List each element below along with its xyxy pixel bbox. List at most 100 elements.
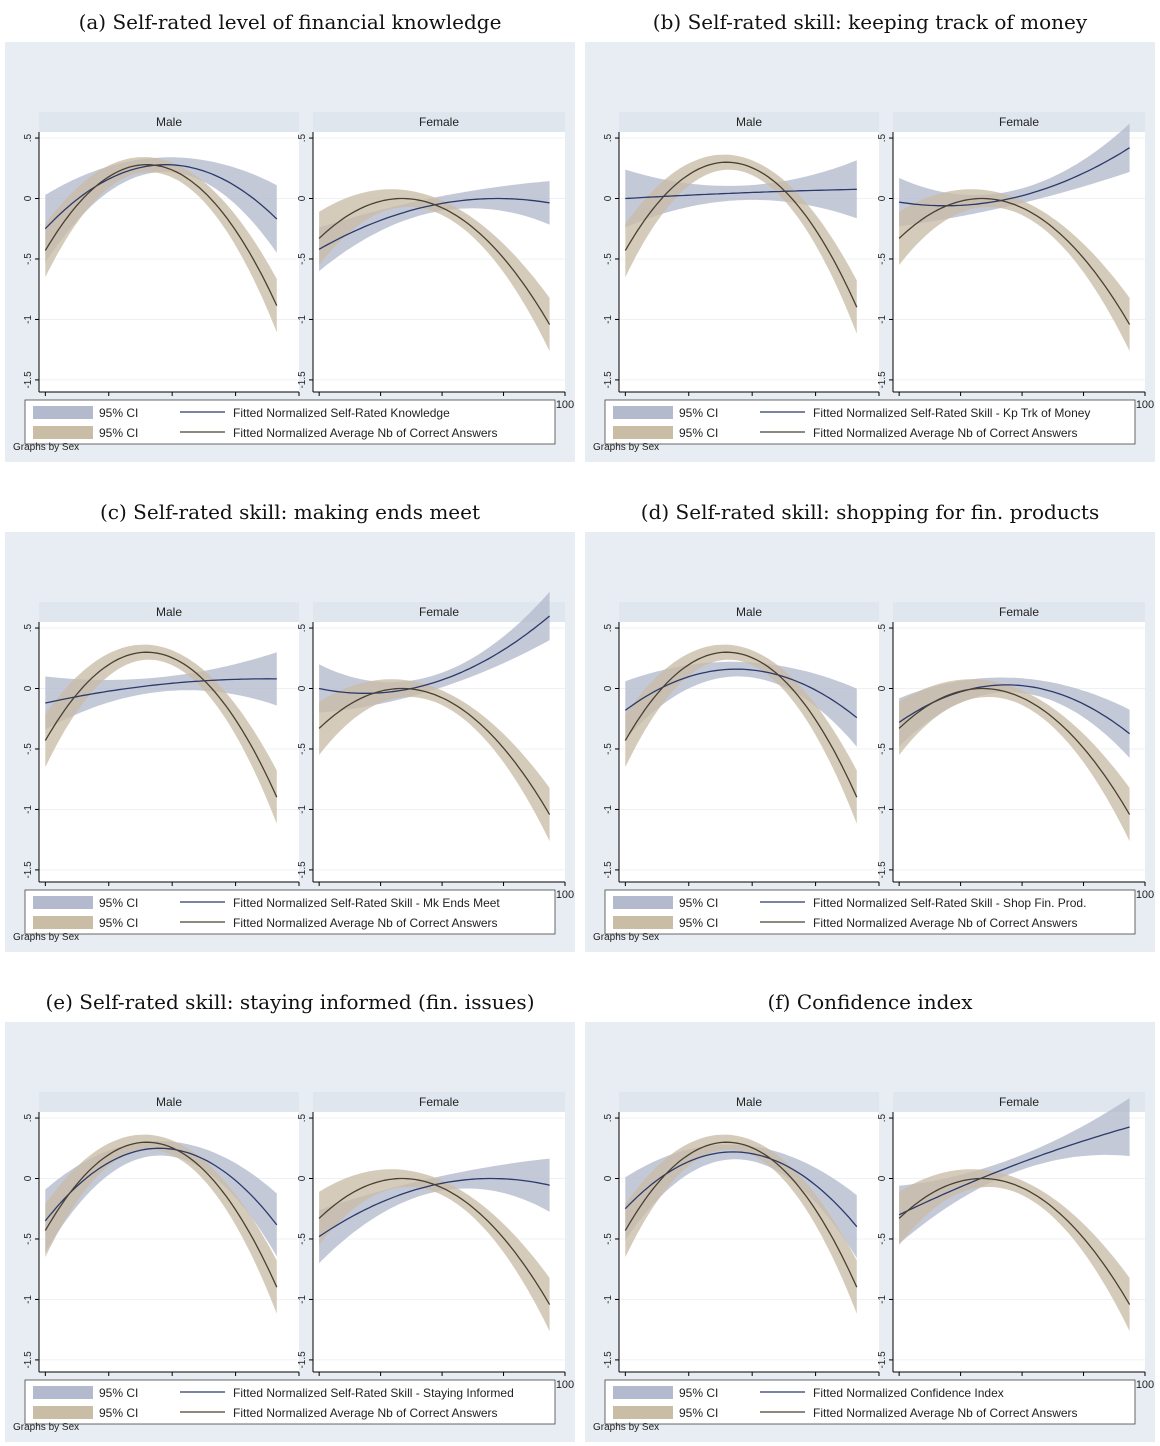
legend-series-label: Fitted Normalized Average Nb of Correct …: [233, 916, 498, 930]
panel-male: Male-1.5-1-.50.520406080100: [23, 1092, 308, 1391]
figure-caption: (d) Self-rated skill: shopping for fin. …: [640, 500, 1100, 524]
y-tick-label: -1: [603, 1295, 614, 1304]
y-tick-label: 0: [603, 685, 614, 691]
legend-ci-label: 95% CI: [99, 1406, 138, 1420]
y-tick-label: -1: [23, 805, 34, 814]
y-tick-label: -.5: [23, 253, 34, 265]
legend-swatch-ci: [613, 1406, 673, 1419]
ci-band-series-1: [625, 160, 857, 228]
fitted-line-series-1: [899, 147, 1130, 207]
legend-box: [24, 399, 556, 445]
y-tick-label: -1: [23, 315, 34, 324]
y-tick-label: -1.5: [23, 861, 34, 879]
legend-series-label: Fitted Normalized Self-Rated Skill - Sho…: [813, 896, 1086, 910]
y-tick-label: .5: [23, 1113, 34, 1122]
y-tick-label: .5: [603, 623, 614, 632]
figure-a: (a) Self-rated level of financial knowle…: [5, 10, 575, 462]
y-tick-label: -.5: [603, 743, 614, 755]
ci-band-series-2: [45, 1134, 277, 1314]
y-tick-label: -.5: [297, 743, 308, 755]
panel-title: Female: [419, 1095, 459, 1109]
x-tick-label: 100: [1136, 1379, 1154, 1391]
chart-svg: Male-1.5-1-.50.520406080100Female-1.5-1-…: [5, 42, 575, 462]
panel-strip: [619, 602, 879, 622]
y-tick-label: .5: [603, 133, 614, 142]
legend-series-label: Fitted Normalized Average Nb of Correct …: [233, 426, 498, 440]
legend-series-label: Fitted Normalized Average Nb of Correct …: [813, 1406, 1078, 1420]
legend-swatch-ci: [613, 406, 673, 419]
ci-band-series-2: [625, 1134, 857, 1314]
x-tick-label: 100: [556, 1379, 574, 1391]
y-tick-label: -1.5: [603, 1351, 614, 1369]
fitted-line-series-2: [624, 161, 858, 308]
legend-ci-label: 95% CI: [679, 1386, 718, 1400]
y-tick-label: 0: [877, 685, 888, 691]
panel-male: Male-1.5-1-.50.520406080100: [603, 1092, 888, 1391]
fitted-line-series-2: [44, 651, 278, 798]
legend-series-label: Fitted Normalized Self-Rated Skill - Sta…: [233, 1386, 514, 1400]
y-tick-label: -1: [603, 315, 614, 324]
ci-band-series-2: [319, 189, 550, 352]
y-tick-label: .5: [23, 623, 34, 632]
legend-swatch-ci: [33, 1406, 93, 1419]
y-tick-label: .5: [877, 1113, 888, 1122]
ci-band-series-1: [45, 652, 277, 730]
graphs-by-note: Graphs by Sex: [13, 442, 79, 453]
panel-strip: [893, 602, 1145, 622]
panel-male: Male-1.5-1-.50.520406080100: [603, 112, 888, 411]
panel-title: Male: [156, 605, 182, 619]
ci-band-series-2: [899, 679, 1130, 842]
figure-d: (d) Self-rated skill: shopping for fin. …: [585, 500, 1155, 952]
ci-band-series-2: [319, 1169, 550, 1332]
x-tick-label: 100: [1136, 889, 1154, 901]
x-tick-label: 100: [1136, 399, 1154, 411]
panel-female: Female-1.5-1-.50.520406080100: [297, 591, 574, 901]
fitted-line-series-2: [318, 197, 551, 325]
fitted-line-series-2: [318, 687, 551, 815]
legend-series-label: Fitted Normalized Self-Rated Skill - Kp …: [813, 406, 1090, 420]
panel-strip: [313, 602, 565, 622]
ci-band-series-2: [45, 644, 277, 824]
figure-b: (b) Self-rated skill: keeping track of m…: [585, 10, 1155, 462]
y-tick-label: .5: [877, 133, 888, 142]
legend-ci-label: 95% CI: [679, 406, 718, 420]
y-tick-label: -1.5: [877, 861, 888, 879]
plot-area: [893, 622, 1145, 882]
y-tick-label: -.5: [23, 743, 34, 755]
panel-strip: [619, 1092, 879, 1112]
plot-area: [313, 622, 565, 882]
panel-strip: [313, 112, 565, 132]
legend-swatch-ci: [613, 916, 673, 929]
y-tick-label: -.5: [297, 253, 308, 265]
y-tick-label: 0: [297, 195, 308, 201]
ci-band-series-1: [625, 661, 857, 747]
y-tick-label: -1.5: [603, 371, 614, 389]
legend-box: [24, 889, 556, 935]
legend-series-label: Fitted Normalized Confidence Index: [813, 1386, 1004, 1400]
y-tick-label: .5: [603, 1113, 614, 1122]
legend-ci-label: 95% CI: [679, 916, 718, 930]
y-tick-label: -.5: [877, 253, 888, 265]
panel-title: Male: [156, 1095, 182, 1109]
y-tick-label: -1.5: [877, 371, 888, 389]
y-tick-label: -1: [877, 315, 888, 324]
x-tick-label: 100: [556, 399, 574, 411]
fitted-line-series-2: [624, 1141, 858, 1288]
legend-series-label: Fitted Normalized Self-Rated Knowledge: [233, 406, 450, 420]
legend-box: [604, 399, 1136, 445]
legend-swatch-ci: [613, 1386, 673, 1399]
figure-caption: (e) Self-rated skill: staying informed (…: [45, 990, 535, 1014]
panel-female: Female-1.5-1-.50.520406080100: [297, 1092, 574, 1391]
y-tick-label: -.5: [877, 1233, 888, 1245]
ci-band-series-2: [625, 644, 857, 824]
ci-band-series-2: [625, 154, 857, 334]
chart-svg: Male-1.5-1-.50.520406080100Female-1.5-1-…: [5, 1022, 575, 1442]
graphs-by-note: Graphs by Sex: [593, 442, 659, 453]
y-tick-label: -.5: [23, 1233, 34, 1245]
y-tick-label: 0: [603, 195, 614, 201]
y-tick-label: -1.5: [603, 861, 614, 879]
legend-swatch-ci: [33, 406, 93, 419]
legend-series-label: Fitted Normalized Average Nb of Correct …: [813, 426, 1078, 440]
y-tick-label: .5: [297, 1113, 308, 1122]
ci-band-series-1: [319, 1158, 550, 1264]
